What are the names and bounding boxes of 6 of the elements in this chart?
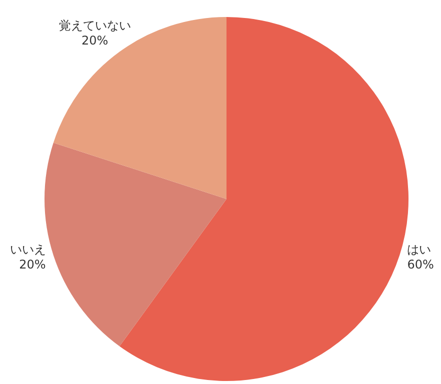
- data-label: 20%: [19, 257, 46, 272]
- data-label: 60%: [407, 257, 434, 272]
- slice-label: 覚えていない: [58, 18, 131, 32]
- slice-label: はい: [407, 242, 432, 256]
- slice-label: いいえ: [10, 242, 46, 256]
- data-label: 20%: [81, 33, 108, 48]
